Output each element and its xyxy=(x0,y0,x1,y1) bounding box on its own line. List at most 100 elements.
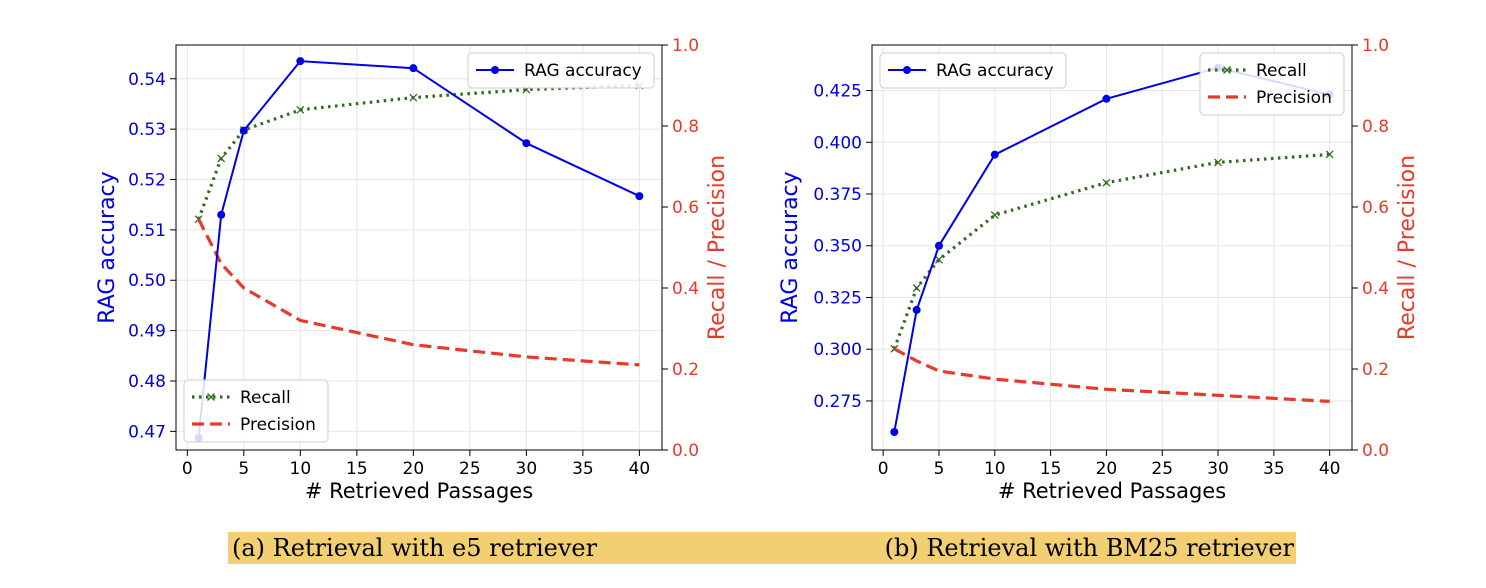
x-tick-label: 30 xyxy=(1207,459,1229,479)
x-tick-label: 15 xyxy=(1040,459,1062,479)
series-precision xyxy=(893,347,1330,403)
data-point xyxy=(409,64,418,73)
chart-b: 0 5 10 15 20 25 30 35 40 0.275 0.300 0.325 0.350 0.37… xyxy=(778,36,1420,503)
y-right-axis-label: Recall / Precision xyxy=(705,155,730,340)
x-tick-label: 25 xyxy=(459,459,481,479)
y-right-tick-label: 0.8 xyxy=(672,117,699,137)
y-left-tick-label: 0.275 xyxy=(813,392,862,412)
y-left-tick-label: 0.49 xyxy=(128,322,166,342)
data-point xyxy=(239,126,248,135)
series-line xyxy=(892,152,1330,350)
legend-left: RAG accuracy xyxy=(879,52,1067,89)
data-point xyxy=(890,427,899,436)
caption-b: (b) Retrieval with BM25 retriever xyxy=(688,532,1296,564)
data-point xyxy=(1214,158,1223,167)
x-tick-label: 40 xyxy=(1319,459,1341,479)
y-left-tick-label: 0.52 xyxy=(128,170,166,190)
data-point xyxy=(912,305,921,314)
legend-marker xyxy=(207,393,215,401)
data-point xyxy=(990,150,999,159)
data-point xyxy=(990,211,999,220)
legend-label: Recall xyxy=(1256,61,1307,81)
x-tick-label: 40 xyxy=(629,459,651,479)
legend-box xyxy=(467,52,655,89)
x-tick-label: 0 xyxy=(182,459,193,479)
legend-left: RAG accuracy xyxy=(467,52,655,89)
y-right-tick-label: 0.2 xyxy=(672,360,699,380)
legend-label: RAG accuracy xyxy=(936,61,1054,81)
y-left-tick-label: 0.48 xyxy=(128,372,166,392)
y-right-tick-label: 1.0 xyxy=(1362,36,1389,56)
data-point xyxy=(912,284,921,292)
x-axis-label: # Retrieved Passages xyxy=(998,479,1226,503)
y-left-tick-label: 0.325 xyxy=(813,288,862,308)
y-left-axis-label: RAG accuracy xyxy=(778,171,803,323)
x-tick-label: 10 xyxy=(984,459,1006,479)
data-point xyxy=(935,255,943,264)
y-right-tick-label: 0.6 xyxy=(1362,198,1389,218)
series-recall xyxy=(194,81,644,224)
data-point xyxy=(1102,94,1111,103)
data-point xyxy=(217,210,226,219)
y-right-tick-label: 0.0 xyxy=(1362,441,1389,461)
y-right-tick-label: 0.0 xyxy=(672,441,699,461)
y-left-tick-label: 0.47 xyxy=(128,422,166,442)
y-right-tick-label: 0.2 xyxy=(1362,360,1389,380)
y-left-tick-label: 0.350 xyxy=(813,237,862,257)
y-right-tick-label: 0.8 xyxy=(1362,117,1389,137)
x-axis-label: # Retrieved Passages xyxy=(305,479,533,503)
y-right-axis-label: Recall / Precision xyxy=(1395,155,1420,340)
legend-right: Recall Precision xyxy=(183,379,329,443)
legend-label: Precision xyxy=(240,415,316,435)
data-point xyxy=(1102,178,1111,187)
x-tick-label: 30 xyxy=(516,459,538,479)
data-point xyxy=(409,93,418,102)
x-tick-label: 5 xyxy=(934,459,945,479)
data-point xyxy=(522,139,531,148)
y-left-tick-label: 0.51 xyxy=(128,221,166,241)
y-left-tick-label: 0.375 xyxy=(813,185,862,205)
y-right-tick-label: 0.6 xyxy=(672,198,699,218)
x-tick-label: 15 xyxy=(346,459,368,479)
x-tick-label: 25 xyxy=(1151,459,1173,479)
series-rag-accuracy xyxy=(890,63,1334,436)
y-left-tick-label: 0.300 xyxy=(813,340,862,360)
legend-marker xyxy=(1223,66,1231,74)
legend-right: Recall Precision xyxy=(1199,52,1345,116)
y-left-tick-label: 0.50 xyxy=(128,271,166,291)
data-point xyxy=(1325,150,1334,159)
y-right-tick-label: 0.4 xyxy=(672,279,699,299)
series-rag-accuracy xyxy=(194,57,644,442)
y-left-tick-label: 0.54 xyxy=(128,70,166,90)
data-point xyxy=(635,192,644,201)
plot-frame xyxy=(175,44,663,451)
y-left-tick-label: 0.425 xyxy=(813,82,862,102)
data-point xyxy=(934,241,943,250)
plot-frame xyxy=(871,44,1353,451)
caption-a: (a) Retrieval with e5 retriever xyxy=(228,532,692,564)
series-recall xyxy=(890,150,1334,353)
y-left-tick-label: 0.53 xyxy=(128,120,166,140)
series-line xyxy=(893,347,1330,403)
y-right-tick-label: 0.4 xyxy=(1362,279,1389,299)
data-point xyxy=(296,57,305,66)
legend-label: Recall xyxy=(240,388,291,408)
x-tick-label: 35 xyxy=(1263,459,1285,479)
x-tick-label: 20 xyxy=(1096,459,1118,479)
legend-box xyxy=(879,52,1067,89)
x-tick-label: 35 xyxy=(572,459,594,479)
x-tick-label: 5 xyxy=(238,459,249,479)
series-line xyxy=(197,218,640,367)
y-right-tick-label: 1.0 xyxy=(672,36,699,56)
legend-marker xyxy=(903,66,911,74)
series-precision xyxy=(197,218,640,367)
legend-label: RAG accuracy xyxy=(524,61,642,81)
data-point xyxy=(217,154,226,163)
x-tick-label: 10 xyxy=(290,459,312,479)
legend-marker xyxy=(491,66,499,74)
y-left-axis-label: RAG accuracy xyxy=(95,171,120,323)
series-line xyxy=(893,66,1330,433)
x-tick-label: 0 xyxy=(878,459,889,479)
x-tick-label: 20 xyxy=(403,459,425,479)
